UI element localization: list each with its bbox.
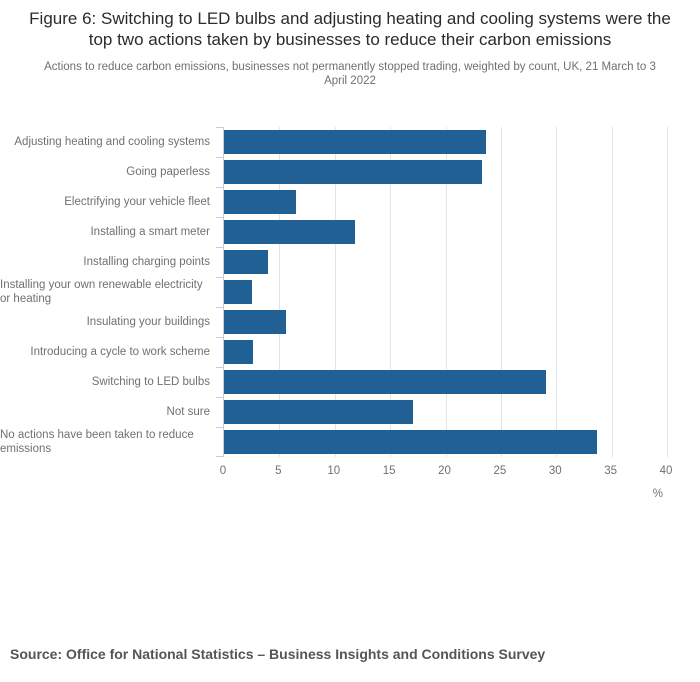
bar-track <box>223 190 666 214</box>
chart-rows: Adjusting heating and cooling systems Goi… <box>0 127 666 457</box>
category-label: Going paperless <box>126 166 210 178</box>
bar-track <box>223 280 666 304</box>
chart-row: Introducing a cycle to work scheme <box>0 337 666 367</box>
gridline <box>500 127 502 457</box>
chart-row: Installing a smart meter <box>0 217 666 247</box>
bar[interactable] <box>224 190 296 214</box>
bar-track <box>223 220 666 244</box>
bar[interactable] <box>224 310 287 334</box>
category-label: Installing a smart meter <box>90 226 210 238</box>
bar[interactable] <box>224 280 252 304</box>
y-axis-tick <box>216 456 224 457</box>
bar[interactable] <box>224 430 598 454</box>
bar[interactable] <box>224 340 253 364</box>
x-axis-tick-label: 40 <box>659 465 673 477</box>
x-axis-tick-label: 0 <box>219 465 227 477</box>
y-axis-tick <box>216 367 224 368</box>
chart-row: Installing your own renewable electricit… <box>0 277 666 307</box>
category-label: Installing your own renewable electricit… <box>0 279 203 305</box>
x-axis-tick-label: 30 <box>548 465 562 477</box>
x-axis-tick-label: 20 <box>438 465 451 477</box>
plot-grid <box>216 127 668 457</box>
bar[interactable] <box>224 400 414 424</box>
category-label: No actions have been taken to reduce emi… <box>0 429 194 455</box>
category-label: Not sure <box>166 406 210 418</box>
category-label: Electrifying your vehicle fleet <box>64 196 210 208</box>
chart-row: No actions have been taken to reduce emi… <box>0 427 666 457</box>
x-axis-tick-label: 10 <box>327 465 341 477</box>
category-label: Insulating your buildings <box>86 316 210 328</box>
page-title: Figure 6: Switching to LED bulbs and adj… <box>29 9 671 49</box>
chart-row: Switching to LED bulbs <box>0 367 666 397</box>
bar-track <box>223 340 666 364</box>
gridline <box>334 127 336 457</box>
bar[interactable] <box>224 220 355 244</box>
bar-track <box>223 250 666 274</box>
category-label: Switching to LED bulbs <box>91 376 210 388</box>
y-axis-tick <box>216 217 224 218</box>
bar-track <box>223 370 666 394</box>
chart-row: Adjusting heating and cooling systems <box>0 127 666 157</box>
y-axis-tick <box>216 307 224 308</box>
y-axis-tick <box>216 277 224 278</box>
y-axis-tick <box>216 337 224 338</box>
gridline <box>445 127 447 457</box>
chart-row: Going paperless <box>0 157 666 187</box>
y-axis-tick <box>216 127 224 128</box>
chart-row: Insulating your buildings <box>0 307 666 337</box>
source-text: Source: Office for National Statistics –… <box>10 646 546 662</box>
y-axis-tick <box>216 157 224 158</box>
category-label: Installing charging points <box>83 256 210 268</box>
y-axis-tick <box>216 397 224 398</box>
bar[interactable] <box>224 130 487 154</box>
gridline <box>279 127 281 457</box>
bar-track <box>223 430 666 454</box>
chart-row: Electrifying your vehicle fleet <box>0 187 666 217</box>
chart-row: Installing charging points <box>0 247 666 277</box>
chart-subtitle: Actions to reduce carbon emissions, busi… <box>44 61 656 87</box>
x-axis-tick-label: 5 <box>275 465 282 477</box>
category-label: Adjusting heating and cooling systems <box>14 136 210 148</box>
bar[interactable] <box>224 160 483 184</box>
x-axis-tick-label: 15 <box>382 465 396 477</box>
y-axis-tick <box>216 187 224 188</box>
bar-track <box>223 400 666 424</box>
y-axis-tick <box>216 247 224 248</box>
gridline <box>390 127 392 457</box>
x-axis-tick-label: 35 <box>604 465 618 477</box>
bar-track <box>223 130 666 154</box>
gridline <box>667 127 668 457</box>
bar-chart: Adjusting heating and cooling systems Goi… <box>0 127 673 500</box>
bar[interactable] <box>224 250 269 274</box>
x-axis-tick-label: 25 <box>493 465 507 477</box>
gridline <box>611 127 613 457</box>
x-axis: 0 5 10 15 20 25 30 35 40 <box>219 465 673 479</box>
gridline <box>556 127 558 457</box>
bar[interactable] <box>224 370 547 394</box>
x-axis-unit: % <box>652 488 663 500</box>
y-axis-tick <box>216 427 224 428</box>
bar-track <box>223 310 666 334</box>
category-label: Introducing a cycle to work scheme <box>30 346 210 358</box>
bar-track <box>223 160 666 184</box>
chart-row: Not sure <box>0 397 666 427</box>
